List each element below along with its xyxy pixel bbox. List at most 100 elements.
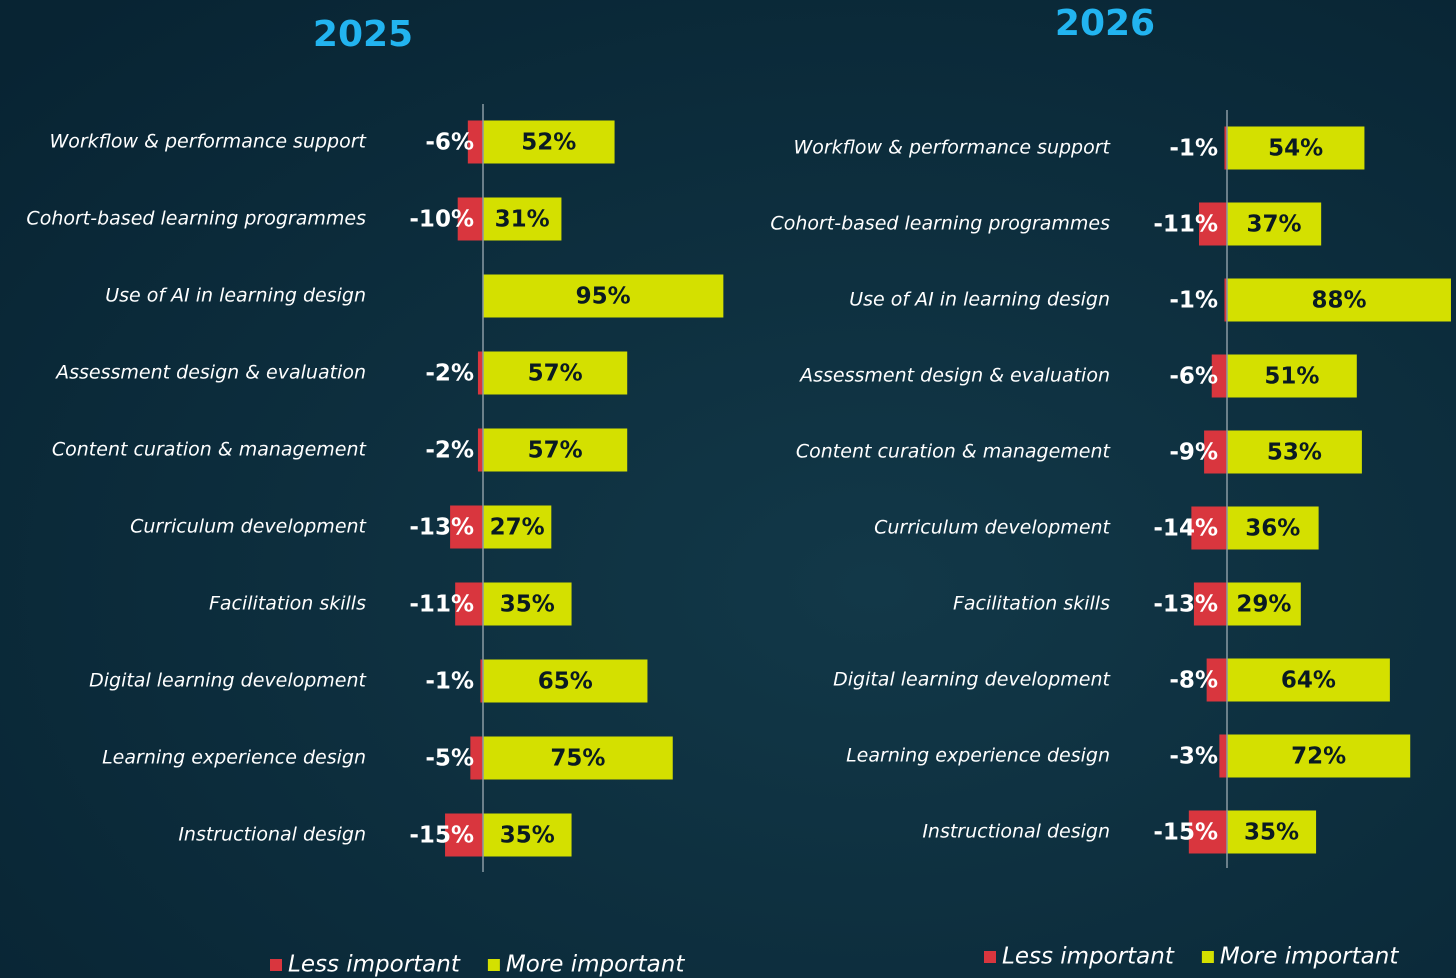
category-label: Facilitation skills	[953, 593, 1110, 615]
value-label: 35%	[1244, 820, 1299, 846]
value-label: -5%	[425, 746, 474, 772]
legend-swatch	[984, 951, 996, 963]
legend-label: Less important	[1002, 944, 1175, 970]
value-label: 57%	[528, 438, 583, 464]
category-label: Instructional design	[178, 824, 366, 846]
category-label: Use of AI in learning design	[105, 285, 366, 307]
category-label: Digital learning development	[89, 670, 367, 692]
bar	[483, 736, 673, 780]
value-label: -10%	[409, 207, 474, 233]
bar	[1224, 126, 1227, 170]
value-label: 64%	[1281, 668, 1336, 694]
value-label: -14%	[1153, 516, 1218, 542]
value-label: -15%	[409, 823, 474, 849]
category-label: Content curation & management	[796, 441, 1112, 463]
category-label: Content curation & management	[52, 439, 368, 461]
value-label: -2%	[425, 438, 474, 464]
bar	[1191, 506, 1227, 550]
value-label: -11%	[1153, 212, 1218, 238]
value-label: 35%	[500, 823, 555, 849]
value-label: -13%	[409, 515, 474, 541]
bar	[1227, 658, 1390, 702]
value-label: 51%	[1264, 364, 1319, 390]
category-label: Curriculum development	[130, 516, 367, 538]
value-label: 52%	[521, 130, 576, 156]
bar	[483, 505, 552, 549]
bar	[445, 813, 483, 857]
bar	[1206, 658, 1227, 702]
bar	[1227, 734, 1411, 778]
value-label: -11%	[409, 592, 474, 618]
value-label: -9%	[1169, 440, 1218, 466]
value-label: 36%	[1245, 516, 1300, 542]
value-label: -2%	[425, 361, 474, 387]
legend-swatch	[487, 959, 500, 971]
value-label: 31%	[495, 207, 550, 233]
bar	[483, 120, 615, 164]
value-label: 37%	[1247, 212, 1302, 238]
category-label: Facilitation skills	[209, 593, 366, 615]
legend-label: Less important	[288, 952, 461, 978]
value-label: 57%	[528, 361, 583, 387]
category-label: Digital learning development	[833, 669, 1111, 691]
value-label: 75%	[550, 746, 605, 772]
bar	[477, 351, 483, 395]
value-label: -1%	[1169, 288, 1218, 314]
bar	[1199, 202, 1227, 246]
value-label: 72%	[1291, 744, 1346, 770]
category-label: Assessment design & evaluation	[798, 365, 1110, 387]
value-label: 65%	[538, 669, 593, 695]
bar	[470, 736, 483, 780]
bar	[1219, 734, 1227, 778]
bar	[1188, 810, 1227, 854]
category-label: Learning experience design	[846, 745, 1110, 767]
value-label: -1%	[425, 669, 474, 695]
category-label: Workflow & performance support	[793, 137, 1111, 159]
value-label: 88%	[1311, 288, 1366, 314]
bar	[483, 197, 562, 241]
bar	[477, 428, 483, 472]
bar	[455, 582, 483, 626]
bar	[450, 505, 483, 549]
category-label: Instructional design	[922, 821, 1110, 843]
bar	[1227, 582, 1301, 626]
bar	[1211, 354, 1227, 398]
value-label: -6%	[425, 130, 474, 156]
bar	[483, 351, 628, 395]
bar	[483, 428, 628, 472]
category-label: Workflow & performance support	[49, 131, 367, 153]
bar	[1227, 278, 1451, 322]
value-label: 54%	[1268, 136, 1323, 162]
legend-label: More important	[506, 952, 685, 978]
legend-swatch	[1201, 951, 1214, 963]
bar	[457, 197, 483, 241]
bar	[1204, 430, 1227, 474]
bar	[1224, 278, 1227, 322]
category-label: Curriculum development	[874, 517, 1111, 539]
bar	[467, 120, 483, 164]
bar	[483, 659, 648, 703]
value-label: -1%	[1169, 136, 1218, 162]
value-label: 29%	[1236, 592, 1291, 618]
category-label: Learning experience design	[102, 747, 366, 769]
chart-title: 2025	[313, 14, 413, 55]
legend-label: More important	[1220, 944, 1399, 970]
value-label: -15%	[1153, 820, 1218, 846]
bar	[483, 582, 572, 626]
value-label: -8%	[1169, 668, 1218, 694]
value-label: 27%	[490, 515, 545, 541]
value-label: 53%	[1267, 440, 1322, 466]
legend-swatch	[270, 959, 282, 971]
value-label: 95%	[576, 284, 631, 310]
bar	[1227, 126, 1365, 170]
bar	[1227, 506, 1319, 550]
bar	[1227, 810, 1317, 854]
bar	[1227, 354, 1357, 398]
category-label: Use of AI in learning design	[849, 289, 1110, 311]
category-label: Assessment design & evaluation	[54, 362, 366, 384]
bar	[483, 274, 724, 318]
bar	[1227, 430, 1362, 474]
category-label: Cohort-based learning programmes	[26, 208, 366, 230]
bar	[480, 659, 483, 703]
